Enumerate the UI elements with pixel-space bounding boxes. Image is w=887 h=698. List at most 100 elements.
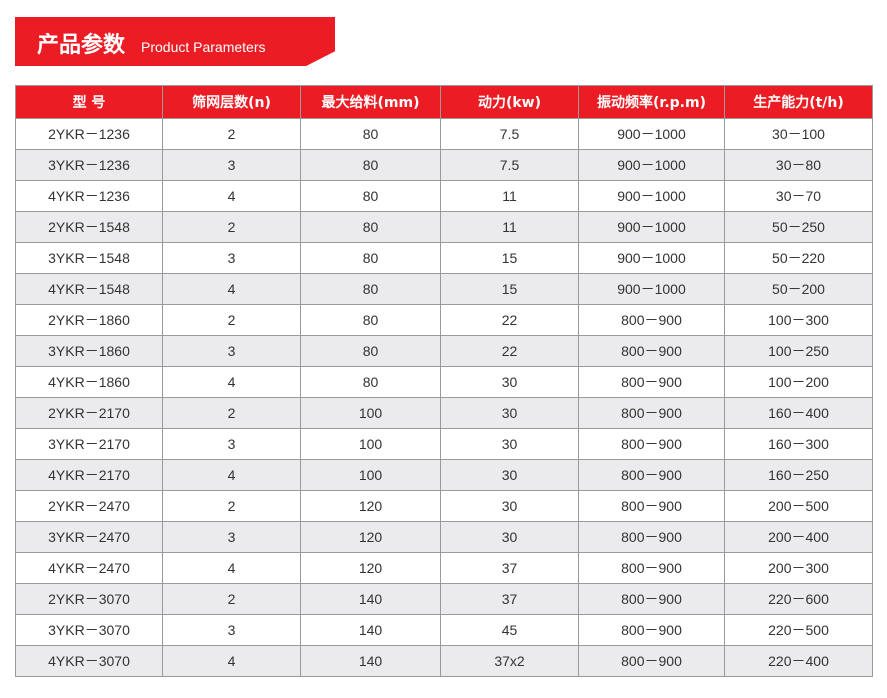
table-cell: 900－1000	[578, 180, 725, 212]
table-cell: 7.5	[440, 149, 579, 181]
table-cell: 100	[300, 459, 441, 491]
table-cell: 3	[162, 242, 301, 274]
table-cell: 140	[300, 583, 441, 615]
table-row: 4YKR－1548 4 80 15 900－1000 50－200	[15, 273, 873, 305]
table-cell: 3	[162, 614, 301, 646]
banner-title-cn: 产品参数	[37, 33, 126, 58]
table-cell: 100	[300, 397, 441, 429]
table-row: 2YKR－2170 2 100 30 800－900 160－400	[15, 397, 873, 429]
table-cell: 200－400	[724, 521, 873, 553]
table-cell: 2YKR－1548	[15, 211, 163, 243]
column-header: 型 号	[15, 85, 163, 119]
table-row: 3YKR－3070 3 140 45 800－900 220－500	[15, 614, 873, 646]
table-cell: 200－500	[724, 490, 873, 522]
table-cell: 80	[300, 149, 441, 181]
table-row: 4YKR－3070 4 140 37x2 800－900 220－400	[15, 645, 873, 677]
table-row: 2YKR－3070 2 140 37 800－900 220－600	[15, 583, 873, 615]
table-cell: 120	[300, 490, 441, 522]
table-header-row: 型 号筛网层数(n) 最大给料(mm) 动力(kw) 振动频率(r.p.m) 生产能力(…	[15, 85, 873, 119]
table-cell: 2YKR－1860	[15, 304, 163, 336]
column-header: 振动频率(r.p.m)	[578, 85, 725, 119]
table-cell: 30－100	[724, 118, 873, 150]
table-cell: 220－500	[724, 614, 873, 646]
table-cell: 30	[440, 521, 579, 553]
table-cell: 900－1000	[578, 118, 725, 150]
table-cell: 4	[162, 180, 301, 212]
table-cell: 800－900	[578, 366, 725, 398]
table-cell: 3YKR－1236	[15, 149, 163, 181]
parameters-table: 型 号筛网层数(n) 最大给料(mm) 动力(kw) 振动频率(r.p.m) 生产能力(…	[15, 85, 873, 677]
table-cell: 50－250	[724, 211, 873, 243]
table-row: 4YKR－2170 4 100 30 800－900 160－250	[15, 459, 873, 491]
table-cell: 4	[162, 366, 301, 398]
table-cell: 3YKR－1548	[15, 242, 163, 274]
table-cell: 22	[440, 335, 579, 367]
table-row: 3YKR－1236 3 80 7.5 900－1000 30－80	[15, 149, 873, 181]
table-cell: 140	[300, 614, 441, 646]
table-cell: 3YKR－2170	[15, 428, 163, 460]
table-cell: 80	[300, 118, 441, 150]
table-cell: 120	[300, 552, 441, 584]
table-row: 3YKR－1548 3 80 15 900－1000 50－220	[15, 242, 873, 274]
table-cell: 30	[440, 366, 579, 398]
table-cell: 900－1000	[578, 149, 725, 181]
table-cell: 2	[162, 397, 301, 429]
table-cell: 50－220	[724, 242, 873, 274]
table-cell: 4YKR－2170	[15, 459, 163, 491]
table-cell: 80	[300, 273, 441, 305]
table-cell: 800－900	[578, 335, 725, 367]
column-header: 生产能力(t/h)	[724, 85, 873, 119]
table-cell: 15	[440, 242, 579, 274]
table-cell: 30－70	[724, 180, 873, 212]
table-cell: 2	[162, 211, 301, 243]
column-header: 筛网层数(n)	[162, 85, 301, 119]
table-cell: 4YKR－2470	[15, 552, 163, 584]
table-cell: 900－1000	[578, 273, 725, 305]
table-cell: 2YKR－3070	[15, 583, 163, 615]
table-cell: 4YKR－3070	[15, 645, 163, 677]
section-banner: 产品参数 Product Parameters	[15, 17, 335, 66]
table-cell: 800－900	[578, 397, 725, 429]
table-cell: 160－250	[724, 459, 873, 491]
table-cell: 2YKR－1236	[15, 118, 163, 150]
table-cell: 2	[162, 118, 301, 150]
table-cell: 4	[162, 552, 301, 584]
table-cell: 3	[162, 335, 301, 367]
table-cell: 15	[440, 273, 579, 305]
table-cell: 50－200	[724, 273, 873, 305]
table-cell: 4	[162, 273, 301, 305]
table-cell: 2	[162, 304, 301, 336]
table-cell: 37x2	[440, 645, 579, 677]
table-cell: 100－250	[724, 335, 873, 367]
table-cell: 800－900	[578, 552, 725, 584]
table-cell: 800－900	[578, 521, 725, 553]
table-cell: 120	[300, 521, 441, 553]
table-cell: 11	[440, 211, 579, 243]
table-cell: 30－80	[724, 149, 873, 181]
table-cell: 30	[440, 397, 579, 429]
table-cell: 30	[440, 490, 579, 522]
table-cell: 160－400	[724, 397, 873, 429]
table-cell: 800－900	[578, 614, 725, 646]
table-cell: 800－900	[578, 304, 725, 336]
table-cell: 100－200	[724, 366, 873, 398]
table-cell: 7.5	[440, 118, 579, 150]
table-cell: 2YKR－2170	[15, 397, 163, 429]
table-row: 4YKR－1236 4 80 11 900－1000 30－70	[15, 180, 873, 212]
table-cell: 220－400	[724, 645, 873, 677]
table-cell: 2	[162, 583, 301, 615]
table-row: 3YKR－2470 3 120 30 800－900 200－400	[15, 521, 873, 553]
table-cell: 80	[300, 242, 441, 274]
table-cell: 37	[440, 583, 579, 615]
column-header: 动力(kw)	[440, 85, 579, 119]
table-cell: 2YKR－2470	[15, 490, 163, 522]
banner-title-en: Product Parameters	[141, 39, 266, 55]
table-cell: 3	[162, 149, 301, 181]
table-cell: 80	[300, 211, 441, 243]
table-row: 3YKR－2170 3 100 30 800－900 160－300	[15, 428, 873, 460]
table-cell: 80	[300, 304, 441, 336]
table-cell: 160－300	[724, 428, 873, 460]
table-cell: 900－1000	[578, 242, 725, 274]
table-cell: 140	[300, 645, 441, 677]
table-cell: 30	[440, 459, 579, 491]
